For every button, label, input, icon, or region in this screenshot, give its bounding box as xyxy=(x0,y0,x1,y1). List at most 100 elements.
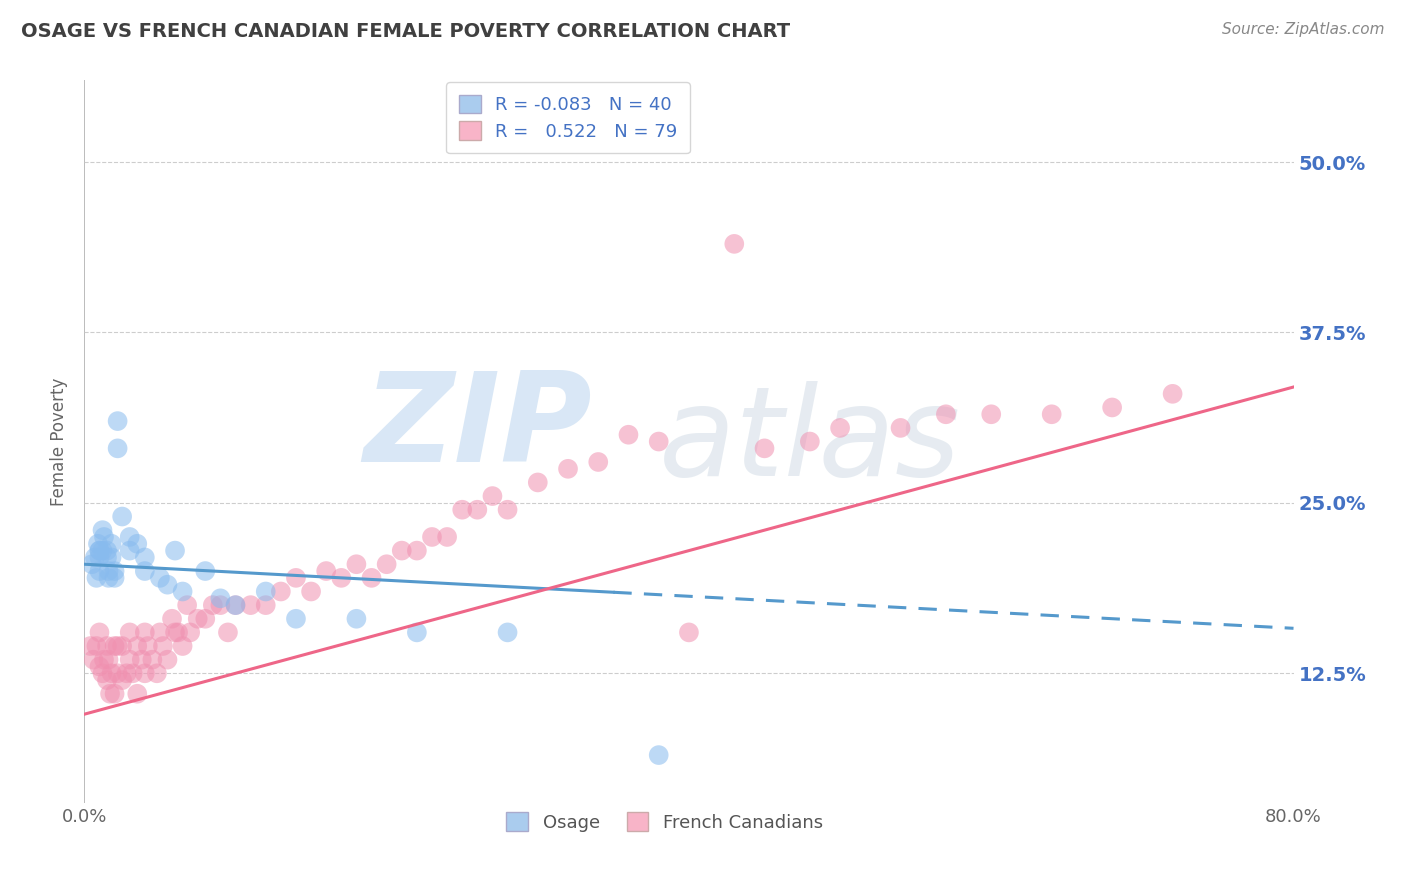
Point xyxy=(1040,407,1063,421)
Point xyxy=(86,571,108,585)
Point xyxy=(167,625,190,640)
Point xyxy=(172,584,194,599)
Point xyxy=(346,612,368,626)
Point xyxy=(209,598,232,612)
Point xyxy=(160,612,183,626)
Point xyxy=(84,550,107,565)
Point xyxy=(187,612,209,626)
Point xyxy=(496,625,519,640)
Point xyxy=(315,564,337,578)
Point xyxy=(80,558,103,572)
Point xyxy=(82,653,104,667)
Point xyxy=(527,475,550,490)
Point xyxy=(111,639,134,653)
Point xyxy=(239,598,262,612)
Point xyxy=(141,653,163,667)
Point xyxy=(648,434,671,449)
Point xyxy=(156,577,179,591)
Point xyxy=(97,653,120,667)
Point xyxy=(89,550,111,565)
Point xyxy=(107,414,129,428)
Point xyxy=(156,653,179,667)
Point xyxy=(149,625,172,640)
Point xyxy=(118,653,141,667)
Point xyxy=(436,530,458,544)
Point xyxy=(118,543,141,558)
Point xyxy=(91,543,114,558)
Point xyxy=(127,687,149,701)
Point xyxy=(723,236,745,251)
Point xyxy=(254,598,277,612)
Point xyxy=(830,421,852,435)
Point xyxy=(980,407,1002,421)
Y-axis label: Female Poverty: Female Poverty xyxy=(51,377,69,506)
Point xyxy=(93,653,115,667)
Point xyxy=(285,612,308,626)
Point xyxy=(93,530,115,544)
Point xyxy=(107,639,129,653)
Point xyxy=(467,502,489,516)
Point xyxy=(104,571,127,585)
Point xyxy=(107,442,129,456)
Point xyxy=(557,462,579,476)
Point xyxy=(111,509,134,524)
Point xyxy=(96,673,118,687)
Point xyxy=(375,558,398,572)
Point xyxy=(451,502,474,516)
Point xyxy=(127,537,149,551)
Point xyxy=(270,584,292,599)
Point xyxy=(89,625,111,640)
Point xyxy=(91,666,114,681)
Point xyxy=(194,564,217,578)
Point xyxy=(100,666,122,681)
Text: ZIP: ZIP xyxy=(364,367,592,488)
Point xyxy=(97,564,120,578)
Point xyxy=(100,550,122,565)
Point xyxy=(194,612,217,626)
Legend: Osage, French Canadians: Osage, French Canadians xyxy=(494,800,835,845)
Point xyxy=(391,543,413,558)
Point xyxy=(201,598,224,612)
Text: OSAGE VS FRENCH CANADIAN FEMALE POVERTY CORRELATION CHART: OSAGE VS FRENCH CANADIAN FEMALE POVERTY … xyxy=(21,22,790,41)
Point xyxy=(89,659,111,673)
Point xyxy=(346,558,368,572)
Point xyxy=(754,442,776,456)
Point xyxy=(97,571,120,585)
Point xyxy=(406,625,429,640)
Point xyxy=(121,666,143,681)
Point xyxy=(1161,387,1184,401)
Point xyxy=(89,543,111,558)
Point xyxy=(107,666,129,681)
Point xyxy=(420,530,443,544)
Point xyxy=(149,571,172,585)
Point xyxy=(496,502,519,516)
Point xyxy=(127,639,149,653)
Point xyxy=(134,564,156,578)
Point xyxy=(406,543,429,558)
Point xyxy=(225,598,247,612)
Point xyxy=(165,625,187,640)
Point xyxy=(146,666,169,681)
Point xyxy=(96,543,118,558)
Point xyxy=(935,407,957,421)
Text: Source: ZipAtlas.com: Source: ZipAtlas.com xyxy=(1222,22,1385,37)
Point xyxy=(118,530,141,544)
Point xyxy=(254,584,277,599)
Point xyxy=(481,489,503,503)
Point xyxy=(89,543,111,558)
Point xyxy=(209,591,232,606)
Point xyxy=(89,564,111,578)
Point xyxy=(217,625,239,640)
Point xyxy=(179,625,201,640)
Point xyxy=(165,543,187,558)
Point xyxy=(104,687,127,701)
Point xyxy=(285,571,308,585)
Point xyxy=(330,571,353,585)
Point xyxy=(96,639,118,653)
Point xyxy=(172,639,194,653)
Point xyxy=(87,537,110,551)
Point xyxy=(176,598,198,612)
Point xyxy=(131,653,153,667)
Point xyxy=(98,687,121,701)
Point xyxy=(134,550,156,565)
